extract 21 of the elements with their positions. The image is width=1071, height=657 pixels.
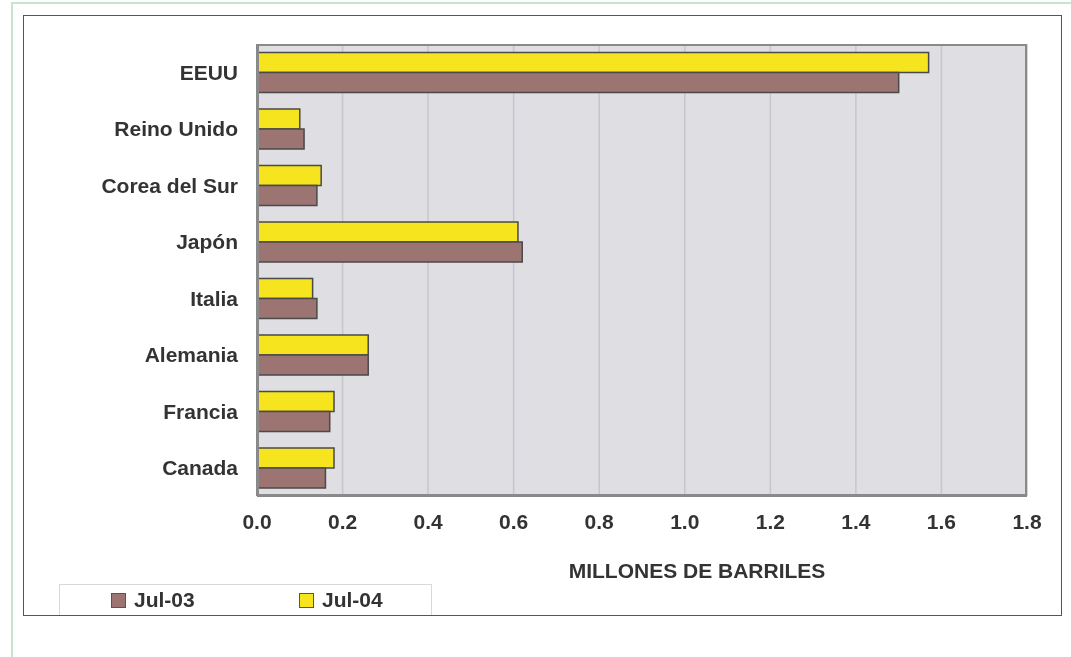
y-tick-label: Reino Unido [114,117,238,141]
x-tick-label: 1.8 [1012,509,1042,533]
y-tick-label: Italia [190,286,239,310]
x-tick-label: 0.2 [327,509,358,533]
legend-label: Jul-03 [134,588,195,612]
x-axis-title: MILLONES DE BARRILES [568,559,826,582]
y-tick-label: Corea del Sur [101,173,238,197]
legend-label: Jul-04 [322,588,383,612]
y-tick-label: Canada [162,456,239,480]
x-tick-label: 0.0 [242,509,272,533]
x-tick-label: 0.4 [413,509,444,533]
y-tick-label: Alemania [144,343,239,367]
y-tick-label: Francia [163,399,239,423]
x-tick-label: 0.6 [499,509,529,533]
x-tick-label: 0.8 [584,509,615,533]
y-tick-label: Japón [176,230,238,254]
x-tick-label: 1.0 [670,509,700,533]
x-tick-label: 1.4 [841,509,871,533]
x-tick-label: 1.6 [926,509,957,533]
y-tick-label: EEUU [179,60,238,84]
x-tick-label: 1.2 [755,509,785,533]
